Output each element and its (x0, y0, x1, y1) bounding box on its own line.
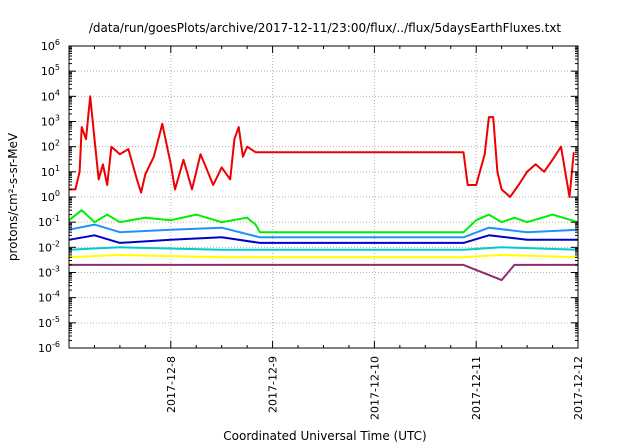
axis-ticks (69, 45, 579, 349)
y-tick-label: 10-1 (38, 214, 60, 229)
series-line (68, 246, 579, 251)
y-tick-label: 100 (41, 189, 60, 204)
grid (69, 46, 578, 348)
y-axis-label: protons/cm²-s-sr-MeV (6, 132, 20, 261)
y-tick-label: 10-4 (38, 290, 60, 305)
series-line (69, 95, 575, 198)
y-tick-labels: 10-6 10-5 10-4 10-3 10-2 10-1 100 101 102 103 104 1… (38, 38, 60, 355)
y-tick-label: 10-3 (38, 265, 60, 280)
series-line (68, 234, 578, 244)
y-tick-label: 10-5 (38, 315, 60, 330)
x-tick-label: 2017-12-9 (267, 356, 280, 413)
series-line (68, 209, 579, 234)
x-tick-labels: 2017-12-8 2017-12-9 2017-12-10 2017-12-11 20… (165, 356, 585, 420)
x-tick-label: 2017-12-10 (368, 356, 381, 420)
x-tick-label: 2017-12-12 (572, 356, 585, 420)
chart-title: /data/run/goesPlots/archive/2017-12-11/2… (89, 21, 562, 35)
y-tick-label: 10-2 (38, 239, 60, 254)
y-tick-label: 105 (41, 63, 60, 78)
y-tick-label: 103 (41, 114, 60, 129)
y-tick-label: 101 (41, 164, 60, 179)
y-tick-label: 106 (41, 38, 60, 53)
x-axis-label: Coordinated Universal Time (UTC) (223, 429, 426, 443)
series-line (69, 263, 578, 282)
series-group (68, 95, 579, 282)
x-tick-label: 2017-12-11 (470, 356, 483, 420)
y-tick-label: 102 (41, 139, 60, 154)
series-line (68, 223, 579, 239)
y-tick-label: 104 (41, 88, 60, 103)
y-tick-label: 10-6 (38, 340, 60, 355)
series-line (68, 253, 579, 259)
x-tick-label: 2017-12-8 (165, 356, 178, 413)
